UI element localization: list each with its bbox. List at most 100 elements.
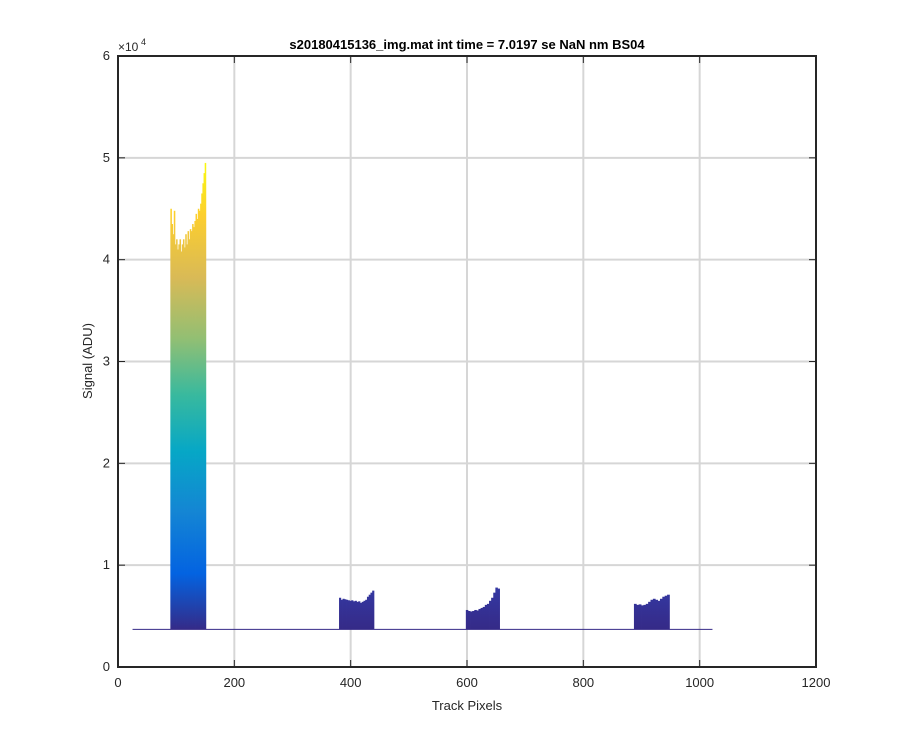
signal-bar	[482, 606, 486, 630]
signal-bar	[201, 193, 203, 630]
x-axis-label: Track Pixels	[432, 698, 503, 713]
chart-title: s20180415136_img.mat int time = 7.0197 s…	[289, 37, 645, 52]
signal-bar	[662, 596, 666, 630]
signal-bar	[182, 239, 185, 630]
signal-bar	[344, 599, 347, 630]
signal-bar	[339, 597, 342, 630]
signal-bar	[370, 592, 373, 630]
signal-bar	[636, 604, 640, 630]
x-tick-label: 200	[223, 675, 245, 690]
signal-bar	[470, 611, 473, 630]
y-tick-label: 6	[103, 48, 110, 63]
signal-bar	[361, 601, 364, 630]
signal-bar	[652, 598, 656, 630]
signal-bar	[354, 600, 357, 630]
signal-bar	[188, 239, 191, 630]
signal-bar	[174, 244, 177, 630]
signal-bar	[478, 608, 481, 630]
signal-bar	[493, 592, 496, 630]
signal-bar	[181, 244, 184, 630]
signal-bar	[346, 599, 349, 630]
y-tick-label: 2	[103, 455, 110, 470]
signal-bar	[366, 596, 370, 630]
signal-bar	[186, 244, 188, 630]
signal-bar	[351, 600, 354, 630]
signal-bar	[349, 600, 352, 630]
signal-bar	[177, 249, 179, 630]
x-tick-labels: 0 200 400 600 800 1000 1200	[114, 675, 830, 690]
signal-bar	[497, 588, 500, 630]
y-exponent-power: 4	[141, 37, 146, 47]
signal-bar	[365, 599, 368, 630]
signal-bar	[358, 601, 361, 630]
signal-bar	[645, 603, 649, 630]
signal-bar	[185, 234, 187, 630]
signal-bar	[203, 173, 206, 630]
signal-bar	[372, 590, 375, 630]
signal-bar	[196, 218, 199, 630]
signal-bar	[491, 597, 494, 630]
signal-bars	[170, 162, 670, 630]
signal-bar	[187, 231, 190, 630]
signal-bar	[170, 208, 172, 630]
signal-bar	[195, 213, 198, 630]
signal-bar	[202, 183, 204, 630]
signal-bar	[179, 239, 182, 630]
x-tick-label: 0	[114, 675, 121, 690]
signal-bar	[194, 220, 196, 630]
signal-bar	[467, 610, 471, 630]
signal-bar	[633, 603, 637, 630]
signal-bar	[359, 602, 363, 630]
signal-bar	[189, 229, 192, 630]
signal-bar	[352, 601, 356, 630]
signal-bar	[176, 239, 178, 630]
signal-bar	[363, 600, 366, 630]
signal-bar	[342, 598, 345, 630]
signal-bar	[643, 604, 647, 630]
signal-bar	[486, 603, 490, 630]
x-tick-label: 1200	[802, 675, 831, 690]
x-tick-label: 600	[456, 675, 478, 690]
signal-bar	[480, 607, 484, 630]
signal-bar	[474, 609, 477, 630]
signal-bar	[472, 610, 475, 630]
y-tick-label: 1	[103, 557, 110, 572]
y-axis-label: Signal (ADU)	[80, 323, 95, 399]
signal-bar	[659, 598, 663, 630]
signal-bar	[190, 231, 193, 630]
signal-bar	[171, 224, 174, 630]
signal-bar	[641, 605, 644, 630]
y-tick-label: 3	[103, 354, 110, 369]
signal-bar	[172, 234, 175, 630]
signal-bar	[655, 599, 658, 630]
signal-bar	[356, 601, 359, 630]
signal-bar	[340, 599, 343, 630]
signal-bar	[193, 227, 195, 630]
y-tick-label: 4	[103, 252, 110, 267]
signal-bar	[667, 594, 670, 630]
signal-bar	[198, 210, 201, 630]
signal-bar	[484, 604, 488, 630]
signal-bar	[465, 609, 469, 630]
signal-bar	[650, 599, 654, 630]
x-tick-label: 400	[340, 675, 362, 690]
signal-bar	[173, 210, 176, 630]
signal-bar	[638, 604, 642, 630]
signal-bar	[648, 601, 651, 630]
y-tick-label: 5	[103, 150, 110, 165]
signal-bar	[204, 162, 207, 630]
y-exponent-base: ×10	[118, 40, 139, 54]
signal-bar	[197, 208, 200, 630]
signal-bar	[200, 203, 202, 630]
signal-bar	[664, 595, 668, 630]
x-tick-label: 800	[572, 675, 594, 690]
signal-bar	[184, 247, 186, 630]
signal-bar	[347, 600, 350, 630]
signal-bar	[657, 600, 661, 630]
signal-bar	[178, 244, 180, 630]
signal-bar	[489, 600, 492, 630]
signal-bar	[192, 224, 194, 630]
y-tick-label: 0	[103, 659, 110, 674]
